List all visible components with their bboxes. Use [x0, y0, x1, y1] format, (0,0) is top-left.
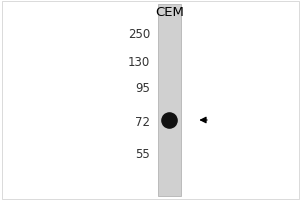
Text: 130: 130 — [128, 55, 150, 68]
Text: 95: 95 — [135, 82, 150, 95]
Text: 250: 250 — [128, 27, 150, 40]
Point — [167, 118, 172, 122]
Text: 55: 55 — [135, 148, 150, 160]
Text: CEM: CEM — [155, 6, 184, 19]
Text: 72: 72 — [135, 116, 150, 130]
Bar — [158, 4, 181, 196]
